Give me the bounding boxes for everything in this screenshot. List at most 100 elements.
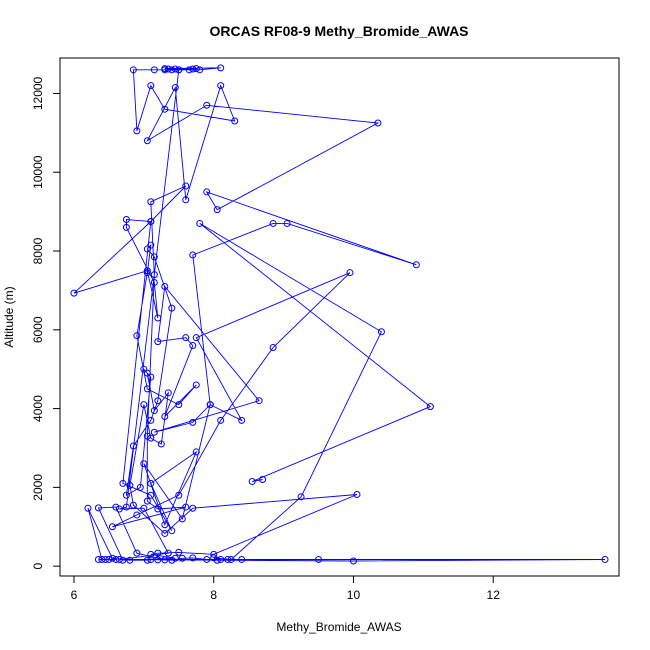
data-point	[269, 344, 277, 352]
data-point	[164, 549, 172, 557]
data-point	[101, 555, 109, 563]
data-point	[164, 389, 172, 397]
data-point	[70, 289, 78, 297]
data-point	[171, 65, 179, 73]
y-tick-label: 4000	[31, 395, 45, 422]
data-point	[140, 365, 148, 373]
data-point	[147, 82, 155, 90]
data-point	[136, 483, 144, 491]
data-point	[175, 401, 183, 409]
data-point	[255, 397, 263, 405]
data-point	[189, 504, 197, 512]
data-point	[94, 555, 102, 563]
data-point	[112, 503, 120, 511]
data-point	[143, 497, 151, 505]
series-line	[73, 67, 606, 562]
data-point	[182, 182, 190, 190]
data-point	[108, 554, 116, 562]
y-tick-label: 2000	[31, 474, 45, 501]
data-point	[315, 555, 323, 563]
data-point	[377, 328, 385, 336]
data-point	[122, 216, 130, 224]
data-point	[147, 373, 155, 381]
data-point	[143, 556, 151, 564]
y-axis-label: Altitude (m)	[2, 286, 16, 347]
data-point	[217, 82, 225, 90]
data-point	[129, 66, 137, 74]
data-point	[133, 332, 141, 340]
data-point	[189, 65, 197, 73]
data-point	[143, 245, 151, 253]
data-point	[143, 369, 151, 377]
data-point	[213, 206, 221, 214]
data-point	[150, 271, 158, 279]
data-point	[147, 198, 155, 206]
data-point	[175, 491, 183, 499]
data-point	[150, 66, 158, 74]
data-point	[171, 554, 179, 562]
data-point	[133, 549, 141, 557]
data-point	[84, 504, 92, 512]
data-point	[178, 554, 186, 562]
data-point	[168, 556, 176, 564]
data-point	[189, 554, 197, 562]
data-point	[157, 440, 165, 448]
data-point	[147, 416, 155, 424]
data-point	[178, 515, 186, 523]
data-point	[182, 334, 190, 342]
data-point	[213, 556, 221, 564]
data-point	[119, 556, 127, 564]
data-point	[374, 119, 382, 127]
y-tick-label: 0	[31, 562, 45, 569]
data-point	[105, 555, 113, 563]
data-point	[210, 550, 218, 558]
data-point	[203, 101, 211, 109]
data-point	[143, 385, 151, 393]
data-point	[161, 65, 169, 73]
data-point	[175, 548, 183, 556]
data-point	[122, 223, 130, 231]
data-point	[150, 407, 158, 415]
y-tick-label: 6000	[31, 316, 45, 343]
data-point	[115, 505, 123, 513]
data-point	[129, 442, 137, 450]
data-point	[161, 529, 169, 537]
data-point	[248, 477, 256, 485]
y-tick-label: 12000	[31, 76, 45, 110]
data-point	[203, 188, 211, 196]
x-tick-label: 6	[71, 588, 78, 602]
data-point	[147, 241, 155, 249]
data-point	[185, 66, 193, 74]
data-point	[259, 475, 267, 483]
y-tick-label: 10000	[31, 155, 45, 189]
x-axis: 6 8 10 12	[71, 575, 501, 602]
data-point	[182, 196, 190, 204]
data-point	[154, 549, 162, 557]
data-point	[143, 269, 151, 277]
data-point	[154, 397, 162, 405]
data-point	[112, 555, 120, 563]
x-axis-label: Methy_Bromide_AWAS	[276, 620, 401, 634]
data-point	[224, 555, 232, 563]
data-point	[189, 342, 197, 350]
x-tick-label: 10	[347, 588, 361, 602]
data-point	[353, 490, 361, 498]
data-point	[98, 555, 106, 563]
chart-title: ORCAS RF08-9 Methy_Bromide_AWAS	[209, 23, 468, 39]
x-tick-label: 12	[487, 588, 501, 602]
data-point	[150, 253, 158, 261]
data-point	[154, 314, 162, 322]
data-point	[238, 555, 246, 563]
data-point	[297, 493, 305, 501]
data-point	[140, 504, 148, 512]
data-point	[150, 428, 158, 436]
data-point	[192, 65, 200, 73]
plot-box	[59, 57, 620, 577]
data-point	[231, 117, 239, 125]
data-point	[161, 282, 169, 290]
data-point	[601, 555, 609, 563]
data-point	[196, 219, 204, 227]
data-point	[168, 527, 176, 535]
data-point	[140, 401, 148, 409]
